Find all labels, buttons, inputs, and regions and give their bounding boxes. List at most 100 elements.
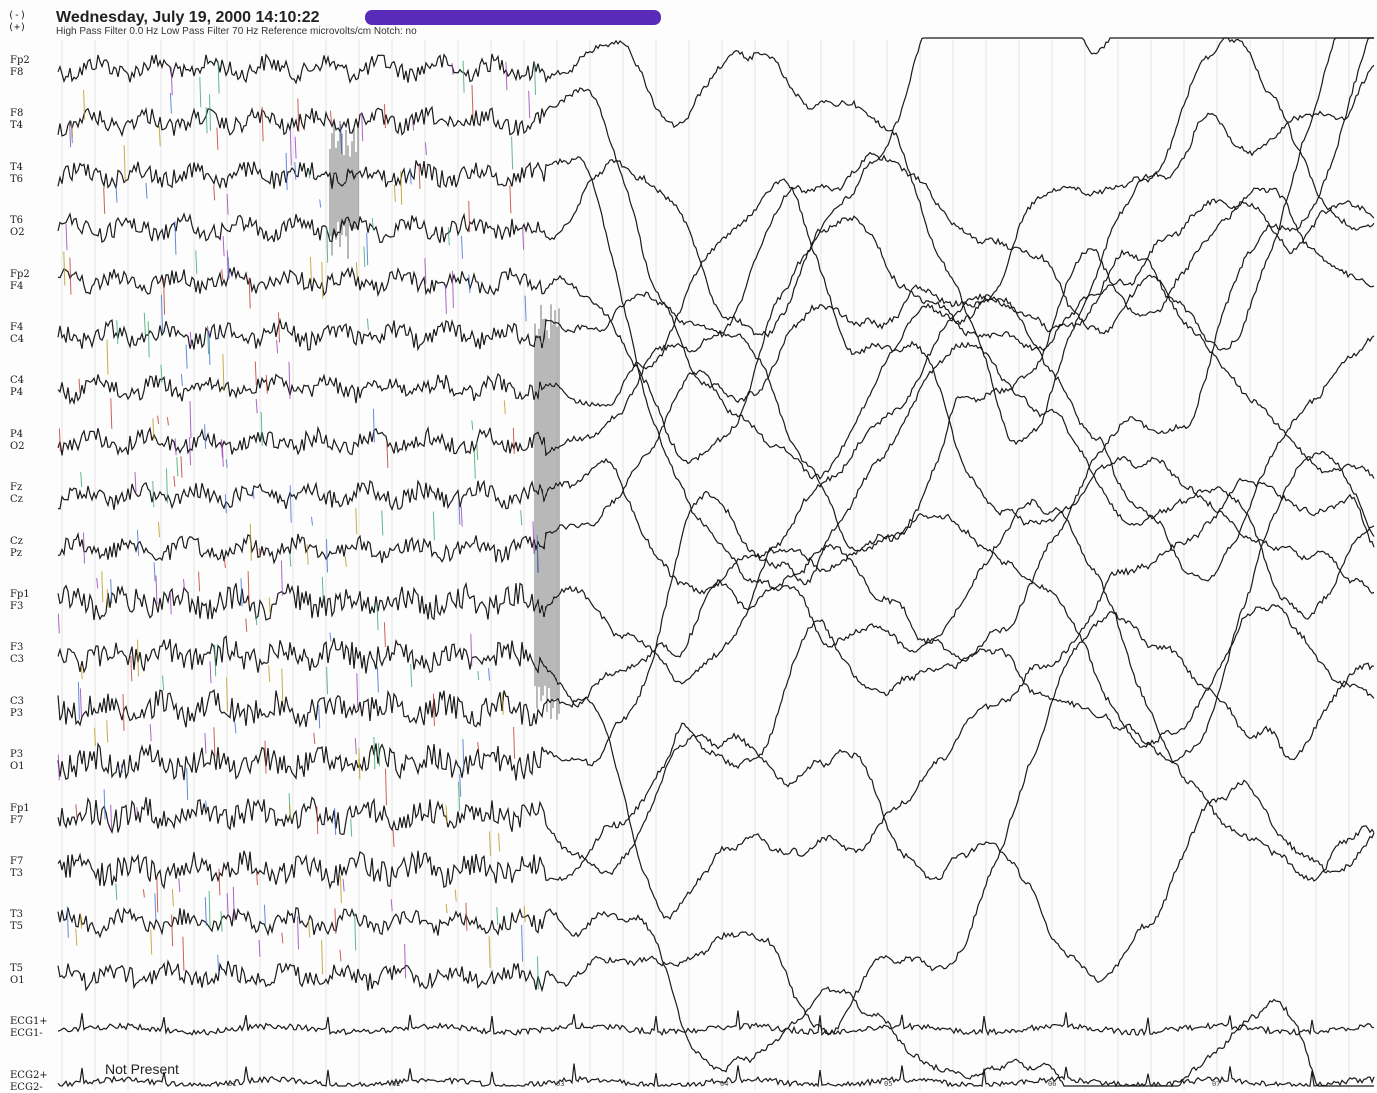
artifact-spike [80, 913, 82, 929]
artifact-spike [511, 136, 514, 170]
artifact-spike [311, 516, 313, 526]
artifact-spike [180, 456, 183, 478]
channel-label-top: Fz [10, 482, 23, 494]
recording-timestamp: Wednesday, July 19, 2000 14:10:22 [56, 9, 320, 26]
artifact-spike [195, 250, 198, 274]
artifact-spike [180, 373, 183, 387]
artifact-spike [488, 936, 491, 968]
artifact-spike [256, 870, 258, 886]
eeg-channel-trace [57, 37, 1375, 338]
artifact-spike [174, 221, 177, 255]
eeg-channel-trace [57, 198, 1375, 465]
artifact-spike [226, 250, 229, 280]
artifact-spike [247, 571, 250, 605]
channel-label-bottom: ECG1- [10, 1028, 43, 1040]
eeg-channel-trace [57, 611, 1375, 1036]
artifact-spike [381, 510, 384, 536]
artifact-spike [258, 547, 261, 558]
artifact-spike [488, 668, 490, 681]
eeg-channel-trace [57, 37, 1374, 404]
channel-label-bottom: T4 [10, 120, 24, 132]
artifact-spike [289, 485, 292, 523]
artifact-spike [162, 675, 165, 691]
artifact-spike [281, 668, 284, 702]
artifact-spike [186, 767, 189, 801]
eeg-channel-trace [57, 490, 1375, 781]
artifact-spike [79, 688, 82, 717]
artifact-spike [313, 732, 316, 745]
artifact-spike [321, 940, 324, 975]
artifact-spike [71, 122, 74, 138]
channel-label-bottom: P3 [10, 707, 24, 719]
artifact-spike [169, 591, 172, 615]
time-tick: 04 [720, 1080, 729, 1088]
artifact-spike [136, 807, 139, 819]
artifact-spike [77, 681, 80, 720]
artifact-spike [512, 427, 515, 454]
artifact-spike [383, 104, 386, 129]
eeg-channel-trace [57, 178, 1375, 594]
artifact-spike [204, 897, 207, 926]
artifact-spike [458, 500, 461, 525]
channel-label-top: T6 [10, 215, 24, 227]
artifact-spike [350, 818, 353, 837]
artifact-spike [326, 666, 329, 695]
artifact-spike [213, 185, 216, 201]
artifact-spike [207, 329, 210, 355]
artifact-spike [80, 666, 83, 680]
artifact-spike [122, 693, 125, 731]
artifact-spike [412, 121, 415, 131]
channel-label-top: T5 [10, 962, 24, 974]
artifact-spike [318, 704, 321, 729]
artifact-spike [319, 199, 322, 208]
artifact-spike [171, 914, 174, 947]
artifact-spike [106, 339, 109, 375]
artifact-spike [225, 459, 228, 468]
artifact-spike [445, 903, 448, 914]
artifact-spike [204, 732, 207, 754]
eeg-channel-trace [57, 249, 1375, 685]
artifact-spike [329, 632, 332, 642]
artifact-spike [471, 85, 474, 117]
artifact-spike [221, 269, 224, 280]
channel-label-top: F4 [10, 322, 24, 333]
artifact-spike [528, 90, 531, 119]
artifact-spike [143, 312, 146, 335]
channel-label-top: F8 [10, 108, 24, 120]
channel-label-top: F7 [10, 856, 24, 867]
artifact-spike [224, 494, 227, 514]
artifact-spike [217, 954, 220, 974]
artifact-spike [447, 227, 450, 246]
artifact-spike [334, 807, 337, 835]
channel-label-bottom: Pz [10, 547, 22, 559]
artifact-spike [385, 768, 387, 806]
artifact-spike [363, 246, 366, 268]
artifact-spike [373, 736, 376, 770]
artifact-spike [404, 943, 407, 979]
artifact-spike [170, 67, 173, 96]
artifact-spike [163, 278, 166, 315]
artifact-spike [234, 722, 237, 734]
artifact-spike [158, 126, 161, 147]
channel-label-top: Fp1 [10, 802, 30, 814]
artifact-spike [393, 184, 396, 202]
artifact-spike [216, 127, 219, 150]
artifact-spike [532, 521, 535, 554]
artifact-spike [289, 128, 292, 166]
artifact-spike [240, 578, 243, 607]
artifact-spike [355, 508, 358, 535]
artifact-spike [361, 111, 364, 142]
artifact-spike [142, 889, 145, 898]
artifact-spike [223, 558, 226, 568]
artifact-spike [376, 666, 379, 693]
artifact-spike [94, 727, 96, 746]
artifact-spike [123, 145, 126, 182]
artifact-spike [468, 274, 471, 294]
artifact-spike [150, 929, 153, 955]
channel-label-top: Cz [10, 535, 23, 547]
artifact-spike [154, 893, 157, 921]
artifact-spike [96, 577, 99, 589]
artifact-spike [183, 579, 185, 590]
artifact-spike [330, 110, 332, 125]
